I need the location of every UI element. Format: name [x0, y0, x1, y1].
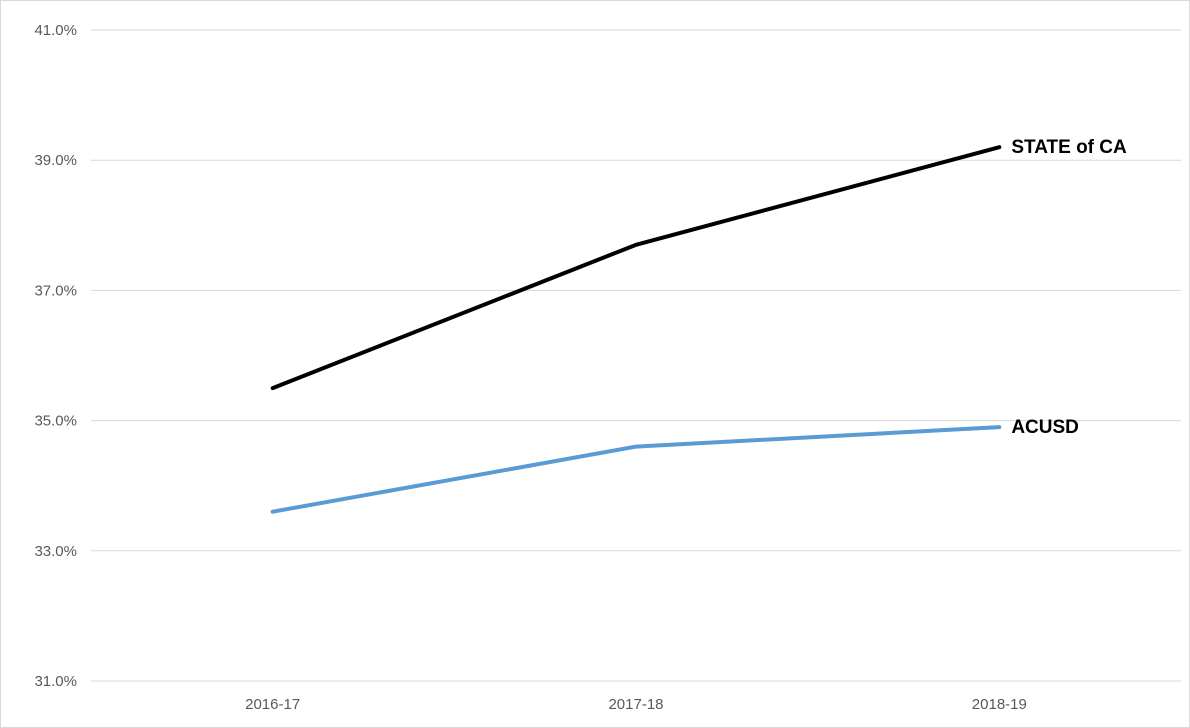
series-label-1: ACUSD [1011, 417, 1079, 438]
gridlines [91, 29, 1181, 682]
y-tick-label: 39.0% [34, 152, 77, 169]
y-tick-label: 37.0% [34, 282, 77, 299]
series-label-0: STATE of CA [1011, 137, 1127, 158]
series-line-1 [270, 425, 1002, 514]
y-tick-label: 35.0% [34, 413, 77, 430]
series-line-0 [270, 145, 1002, 391]
x-axis-tick-labels: 2016-17 2017-18 2018-19 [245, 696, 1027, 713]
x-tick-label: 2016-17 [245, 696, 300, 713]
y-tick-label: 33.0% [34, 543, 77, 560]
series-labels: STATE of CA ACUSD [1011, 137, 1127, 438]
y-axis-tick-labels: 31.0% 33.0% 35.0% 37.0% 39.0% 41.0% [34, 22, 77, 690]
x-tick-label: 2018-19 [972, 696, 1027, 713]
y-tick-label: 31.0% [34, 673, 77, 690]
y-tick-label: 41.0% [34, 22, 77, 39]
x-tick-label: 2017-18 [608, 696, 663, 713]
series-lines [270, 145, 1002, 514]
